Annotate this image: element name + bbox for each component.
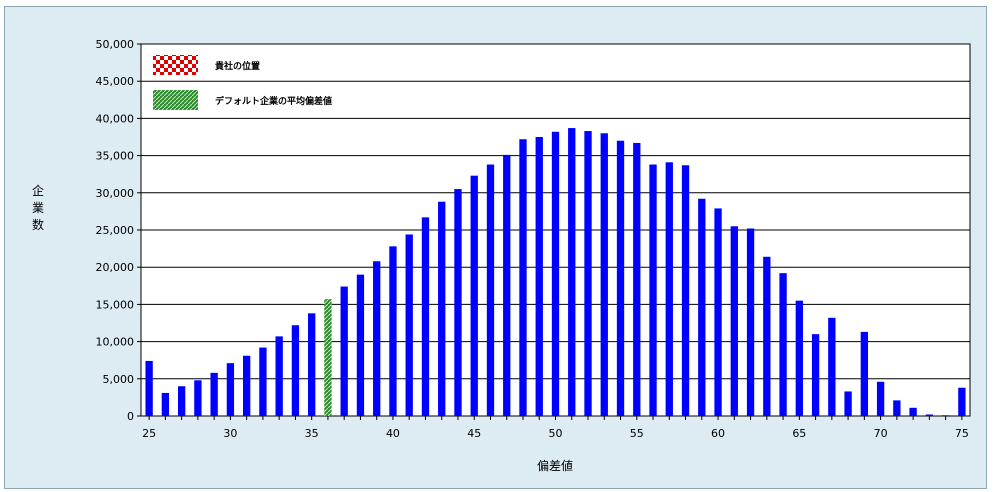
bars bbox=[145, 128, 966, 417]
y-axis-label-char: 数 bbox=[32, 217, 44, 232]
bar bbox=[698, 198, 706, 416]
bar bbox=[275, 336, 283, 416]
x-tick-label: 30 bbox=[223, 427, 237, 440]
bar bbox=[941, 415, 950, 416]
y-tick-label: 0 bbox=[127, 410, 134, 423]
bar bbox=[503, 154, 511, 416]
bar bbox=[535, 137, 543, 416]
bar bbox=[194, 380, 202, 416]
bar bbox=[405, 234, 413, 416]
bar bbox=[308, 313, 316, 416]
bar bbox=[438, 201, 446, 416]
bar bbox=[470, 175, 478, 416]
bar bbox=[259, 347, 267, 416]
y-tick-label: 45,000 bbox=[96, 75, 135, 88]
x-tick-label: 65 bbox=[792, 427, 806, 440]
y-axis-label-char: 業 bbox=[32, 201, 44, 215]
y-axis-ticks: 0 5,000 10,000 15,000 20,000 25,000 30,000 35,0… bbox=[96, 38, 141, 423]
y-axis-label-char: 企 bbox=[32, 183, 44, 198]
bar bbox=[633, 142, 641, 416]
bar bbox=[226, 363, 235, 416]
x-tick-label: 75 bbox=[955, 427, 969, 440]
bar bbox=[551, 131, 560, 417]
bar bbox=[925, 414, 934, 416]
bar bbox=[389, 246, 397, 416]
y-tick-label: 25,000 bbox=[96, 224, 135, 237]
y-axis-label: 企業数 bbox=[32, 183, 44, 232]
bar bbox=[454, 189, 462, 416]
bar bbox=[356, 274, 365, 416]
y-tick-label: 35,000 bbox=[96, 150, 135, 163]
bar bbox=[177, 386, 186, 416]
bar bbox=[486, 164, 495, 416]
bar bbox=[844, 391, 852, 416]
y-tick-label: 5,000 bbox=[103, 373, 135, 386]
x-tick-label: 70 bbox=[874, 427, 888, 440]
bar bbox=[811, 334, 820, 416]
legend-swatch bbox=[153, 55, 198, 75]
y-tick-label: 20,000 bbox=[96, 261, 135, 274]
bar bbox=[714, 208, 722, 416]
bar bbox=[373, 261, 381, 416]
y-tick-label: 15,000 bbox=[96, 298, 135, 311]
bar bbox=[568, 128, 576, 416]
bar bbox=[730, 226, 738, 416]
bar bbox=[161, 392, 170, 416]
bar bbox=[649, 164, 657, 416]
bar bbox=[893, 400, 901, 416]
x-axis-label: 偏差値 bbox=[537, 458, 573, 473]
x-axis-ticks: 25 30 35 40 45 50 55 60 65 70 75 bbox=[142, 416, 969, 440]
x-tick-label: 55 bbox=[630, 427, 644, 440]
legend-label: デフォルト企業の平均偏差値 bbox=[215, 95, 332, 107]
bar bbox=[665, 162, 673, 416]
bar bbox=[600, 133, 608, 416]
bar bbox=[746, 228, 755, 416]
bar bbox=[340, 286, 348, 416]
x-tick-label: 25 bbox=[142, 427, 156, 440]
bar bbox=[242, 355, 251, 416]
bar bbox=[519, 139, 527, 416]
bar bbox=[584, 131, 592, 416]
bar bbox=[616, 140, 625, 416]
bar bbox=[779, 273, 787, 416]
bar bbox=[681, 165, 690, 416]
bar bbox=[210, 372, 218, 416]
x-tick-label: 60 bbox=[711, 427, 725, 440]
bar bbox=[421, 217, 430, 416]
x-tick-label: 45 bbox=[467, 427, 481, 440]
bar bbox=[860, 331, 869, 416]
x-tick-label: 35 bbox=[305, 427, 319, 440]
y-tick-label: 10,000 bbox=[96, 336, 135, 349]
bar-highlight bbox=[324, 299, 332, 416]
bar bbox=[909, 407, 917, 416]
y-tick-label: 40,000 bbox=[96, 112, 135, 125]
bar bbox=[828, 317, 836, 416]
bar bbox=[876, 381, 885, 416]
bar bbox=[291, 325, 300, 416]
bar bbox=[958, 387, 966, 416]
bar bbox=[763, 256, 771, 416]
y-tick-label: 30,000 bbox=[96, 187, 135, 200]
bar bbox=[145, 360, 153, 416]
legend-swatch bbox=[153, 90, 198, 110]
x-tick-label: 40 bbox=[386, 427, 400, 440]
y-tick-label: 50,000 bbox=[96, 38, 135, 51]
legend-label: 貴社の位置 bbox=[215, 60, 260, 72]
x-tick-label: 50 bbox=[549, 427, 563, 440]
bar bbox=[795, 300, 803, 416]
